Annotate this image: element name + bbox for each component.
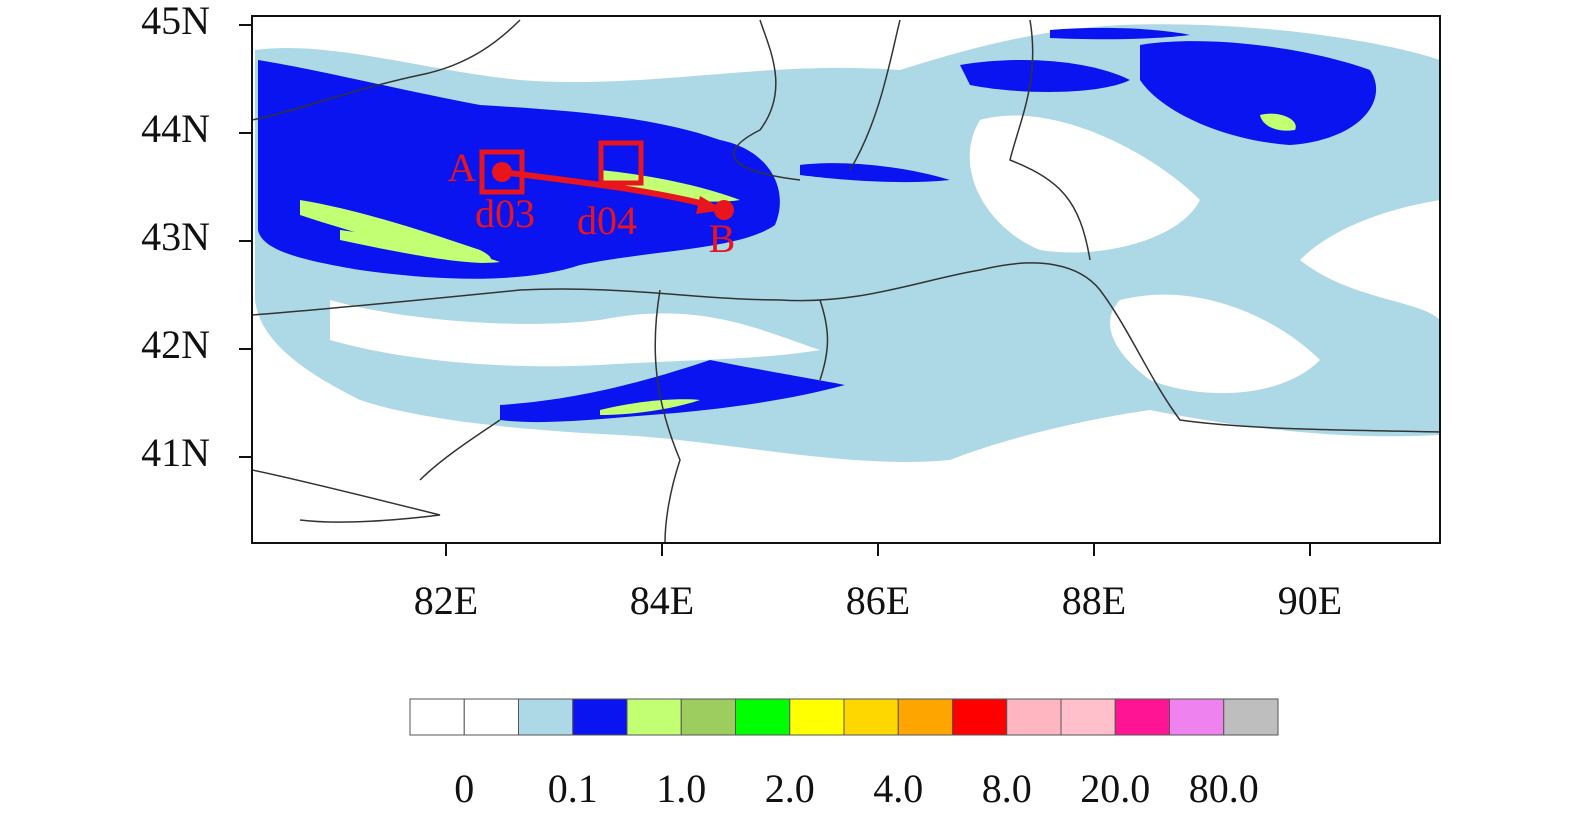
x-tick-label: 90E xyxy=(1278,578,1342,623)
domain-label: d04 xyxy=(577,198,637,243)
colorbar-label: 8.0 xyxy=(982,766,1032,811)
colorbar-box xyxy=(572,698,628,736)
x-tick-label: 84E xyxy=(630,578,694,623)
point-marker xyxy=(714,200,734,220)
colorbar-box xyxy=(626,698,682,736)
colorbar-box xyxy=(952,698,1008,736)
colorbar-box xyxy=(897,698,953,736)
colorbar-label: 0.1 xyxy=(548,766,598,811)
y-tick-label: 44N xyxy=(141,106,210,151)
y-tick-label: 43N xyxy=(141,214,210,259)
colorbar-box xyxy=(1169,698,1225,736)
colorbar-box xyxy=(1223,698,1279,736)
colorbar-box xyxy=(1060,698,1116,736)
colorbar-box xyxy=(1006,698,1062,736)
map-frame xyxy=(251,15,1441,544)
colorbar-label: 20.0 xyxy=(1080,766,1150,811)
point-marker xyxy=(492,162,512,182)
colorbar-label: 80.0 xyxy=(1189,766,1259,811)
x-tick-label: 86E xyxy=(846,578,910,623)
colorbar-label: 1.0 xyxy=(656,766,706,811)
point-label: B xyxy=(709,216,736,261)
colorbar-box xyxy=(735,698,791,736)
precipitation-field xyxy=(252,16,1440,543)
colorbar-box xyxy=(789,698,845,736)
x-tick-label: 82E xyxy=(414,578,478,623)
domain-box xyxy=(598,140,644,186)
y-tick-label: 42N xyxy=(141,322,210,367)
axes: 45N 44N 43N 42N 41N 82E 84E 86E 88E 90E xyxy=(141,0,1342,623)
route: A B d03 d04 xyxy=(448,140,736,261)
colorbar-box xyxy=(1114,698,1170,736)
colorbar-label: 2.0 xyxy=(765,766,815,811)
borders xyxy=(252,19,1440,543)
colorbar-label: 0 xyxy=(454,766,474,811)
y-tick-label: 45N xyxy=(141,0,210,43)
colorbar-box xyxy=(409,698,465,736)
colorbar-label: 4.0 xyxy=(873,766,923,811)
domain-label: d03 xyxy=(475,191,535,236)
y-tick-label: 41N xyxy=(141,430,210,475)
colorbar-box xyxy=(463,698,519,736)
colorbar-box xyxy=(518,698,574,736)
colorbar-box xyxy=(680,698,736,736)
x-tick-label: 88E xyxy=(1062,578,1126,623)
colorbar: 0 0.1 1.0 2.0 4.0 8.0 20.0 80.0 xyxy=(409,698,1279,811)
route-arrow xyxy=(501,169,713,209)
point-label: A xyxy=(448,145,477,190)
colorbar-box xyxy=(843,698,899,736)
